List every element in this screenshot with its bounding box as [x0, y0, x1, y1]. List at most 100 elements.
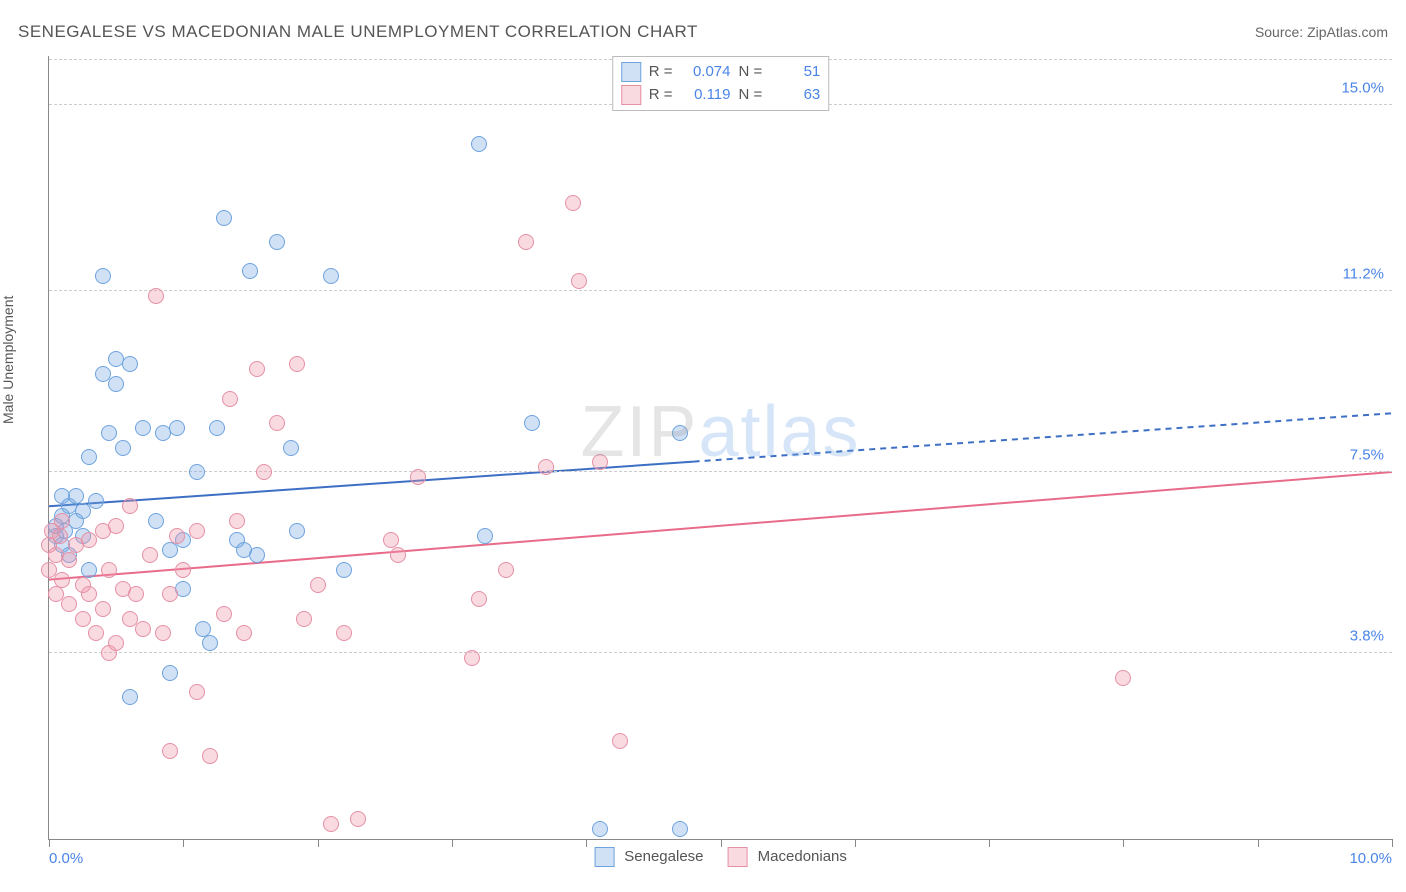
data-point-senegalese: [289, 523, 305, 539]
data-point-senegalese: [242, 263, 258, 279]
gridline: [49, 290, 1392, 291]
data-point-senegalese: [75, 503, 91, 519]
data-point-senegalese: [81, 562, 97, 578]
source-attribution: Source: ZipAtlas.com: [1255, 24, 1388, 40]
data-point-senegalese: [162, 665, 178, 681]
data-point-macedonians: [571, 273, 587, 289]
data-point-senegalese: [209, 420, 225, 436]
legend-stats-row-1: R = 0.119 N = 63: [621, 84, 821, 107]
y-tick-label: 3.8%: [1350, 628, 1384, 645]
legend-swatch-1: [621, 85, 641, 105]
data-point-macedonians: [54, 513, 70, 529]
y-tick-label: 15.0%: [1341, 79, 1384, 96]
data-point-macedonians: [323, 816, 339, 832]
data-point-senegalese: [592, 821, 608, 837]
data-point-macedonians: [189, 684, 205, 700]
x-tick: [452, 839, 453, 847]
data-point-macedonians: [289, 356, 305, 372]
data-point-macedonians: [612, 733, 628, 749]
data-point-macedonians: [410, 469, 426, 485]
gridline: [49, 652, 1392, 653]
data-point-macedonians: [1115, 670, 1131, 686]
data-point-macedonians: [390, 547, 406, 563]
legend-item-1: Macedonians: [728, 847, 847, 867]
data-point-macedonians: [75, 611, 91, 627]
data-point-macedonians: [162, 743, 178, 759]
trend-lines-layer: [49, 56, 1392, 839]
x-tick: [855, 839, 856, 847]
data-point-macedonians: [122, 498, 138, 514]
x-tick: [183, 839, 184, 847]
data-point-macedonians: [54, 572, 70, 588]
data-point-macedonians: [269, 415, 285, 431]
data-point-senegalese: [249, 547, 265, 563]
legend-swatch-bottom-0: [594, 847, 614, 867]
data-point-macedonians: [101, 562, 117, 578]
data-point-macedonians: [148, 288, 164, 304]
data-point-macedonians: [52, 528, 68, 544]
data-point-senegalese: [95, 268, 111, 284]
x-tick: [721, 839, 722, 847]
data-point-macedonians: [135, 621, 151, 637]
legend-swatch-bottom-1: [728, 847, 748, 867]
legend-stats-box: R = 0.074 N = 51 R = 0.119 N = 63: [612, 56, 830, 111]
x-tick: [318, 839, 319, 847]
data-point-macedonians: [296, 611, 312, 627]
x-tick: [586, 839, 587, 847]
data-point-macedonians: [142, 547, 158, 563]
data-point-macedonians: [471, 591, 487, 607]
data-point-macedonians: [336, 625, 352, 641]
data-point-macedonians: [61, 596, 77, 612]
data-point-macedonians: [108, 635, 124, 651]
data-point-senegalese: [162, 542, 178, 558]
data-point-macedonians: [565, 195, 581, 211]
x-tick-label: 10.0%: [1349, 850, 1392, 867]
data-point-senegalese: [524, 415, 540, 431]
data-point-senegalese: [672, 425, 688, 441]
data-point-senegalese: [323, 268, 339, 284]
y-axis-label: Male Unemployment: [0, 296, 16, 424]
y-tick-label: 11.2%: [1343, 265, 1384, 282]
x-tick: [1123, 839, 1124, 847]
trendline-macedonians: [49, 472, 1392, 580]
data-point-macedonians: [155, 625, 171, 641]
data-point-macedonians: [464, 650, 480, 666]
data-point-macedonians: [592, 454, 608, 470]
data-point-senegalese: [88, 493, 104, 509]
data-point-macedonians: [108, 518, 124, 534]
data-point-senegalese: [122, 356, 138, 372]
data-point-macedonians: [383, 532, 399, 548]
legend-swatch-0: [621, 62, 641, 82]
data-point-macedonians: [81, 586, 97, 602]
data-point-senegalese: [189, 464, 205, 480]
data-point-senegalese: [81, 449, 97, 465]
data-point-macedonians: [498, 562, 514, 578]
x-tick-label: 0.0%: [49, 850, 83, 867]
data-point-senegalese: [115, 440, 131, 456]
data-point-senegalese: [122, 689, 138, 705]
data-point-macedonians: [175, 562, 191, 578]
data-point-senegalese: [169, 420, 185, 436]
legend-item-0: Senegalese: [594, 847, 703, 867]
data-point-macedonians: [202, 748, 218, 764]
data-point-senegalese: [283, 440, 299, 456]
x-tick: [49, 839, 50, 847]
data-point-macedonians: [189, 523, 205, 539]
legend-stats-row-0: R = 0.074 N = 51: [621, 61, 821, 84]
data-point-macedonians: [216, 606, 232, 622]
chart-title: SENEGALESE VS MACEDONIAN MALE UNEMPLOYME…: [18, 22, 698, 42]
data-point-senegalese: [108, 376, 124, 392]
y-tick-label: 7.5%: [1350, 446, 1384, 463]
data-point-macedonians: [256, 464, 272, 480]
legend-bottom: Senegalese Macedonians: [594, 847, 847, 867]
data-point-macedonians: [61, 552, 77, 568]
data-point-macedonians: [518, 234, 534, 250]
data-point-senegalese: [336, 562, 352, 578]
data-point-macedonians: [95, 601, 111, 617]
data-point-macedonians: [128, 586, 144, 602]
data-point-macedonians: [236, 625, 252, 641]
data-point-macedonians: [222, 391, 238, 407]
data-point-senegalese: [202, 635, 218, 651]
plot-area: ZIPatlas R = 0.074 N = 51 R = 0.119 N = …: [48, 56, 1392, 840]
data-point-senegalese: [672, 821, 688, 837]
